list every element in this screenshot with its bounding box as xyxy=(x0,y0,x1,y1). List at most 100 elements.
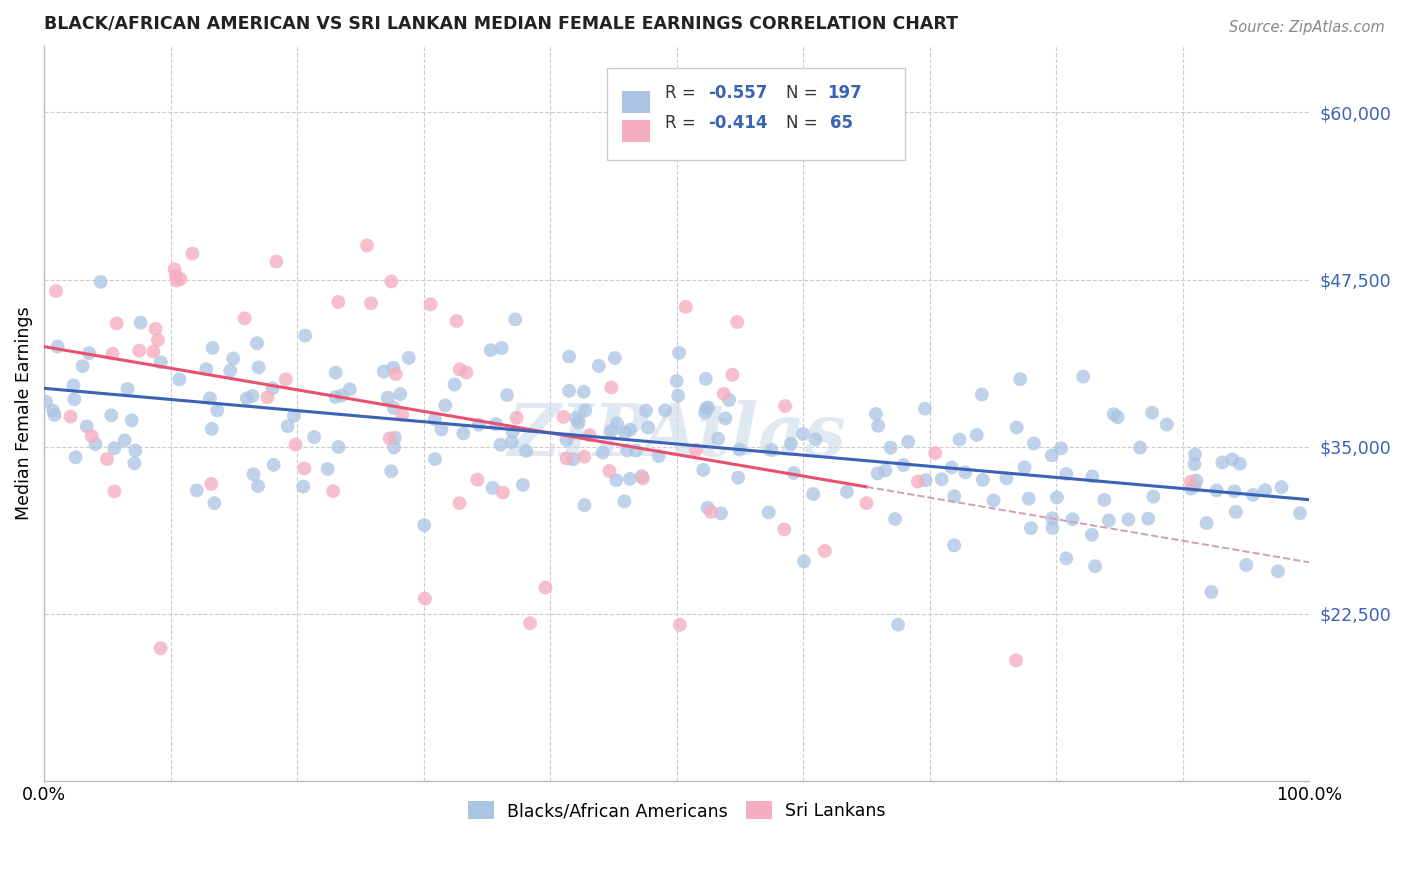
Point xyxy=(948,433,970,447)
Point xyxy=(692,463,714,477)
Point xyxy=(801,487,824,501)
Point xyxy=(654,403,676,417)
Point xyxy=(1180,475,1202,489)
Point xyxy=(169,372,191,386)
Point xyxy=(247,479,270,493)
Point xyxy=(456,366,478,380)
Point xyxy=(325,390,347,404)
Point xyxy=(501,435,523,450)
Text: R =: R = xyxy=(665,114,702,132)
Point xyxy=(1054,551,1077,566)
Point xyxy=(943,538,966,552)
Point xyxy=(555,451,578,466)
Point xyxy=(600,381,623,395)
Point xyxy=(256,390,278,404)
Point xyxy=(955,466,977,480)
Point xyxy=(129,316,152,330)
Text: -0.414: -0.414 xyxy=(709,114,768,132)
Point xyxy=(574,450,596,464)
Point xyxy=(382,360,405,375)
Point xyxy=(325,366,347,380)
Point xyxy=(45,284,67,298)
Point xyxy=(1267,564,1289,578)
Point xyxy=(792,426,814,441)
Point xyxy=(200,476,222,491)
Point xyxy=(1092,492,1115,507)
Point xyxy=(117,382,139,396)
Point xyxy=(931,472,953,486)
Point xyxy=(605,473,627,487)
Point xyxy=(1062,512,1084,526)
Point xyxy=(1137,511,1160,525)
Point xyxy=(588,359,610,373)
Point xyxy=(44,408,66,422)
Point xyxy=(207,403,229,417)
Point xyxy=(695,401,717,416)
Point xyxy=(783,466,806,480)
Point xyxy=(713,387,735,401)
Point xyxy=(636,403,658,417)
Point xyxy=(114,434,136,448)
Point xyxy=(149,641,172,656)
Point xyxy=(562,452,585,467)
Text: -0.557: -0.557 xyxy=(709,85,768,103)
Point xyxy=(423,412,446,426)
Point xyxy=(430,422,453,436)
Point xyxy=(665,374,688,388)
Point xyxy=(714,411,737,425)
Point xyxy=(707,432,730,446)
Point xyxy=(868,418,890,433)
FancyBboxPatch shape xyxy=(623,91,650,113)
Point xyxy=(710,507,733,521)
Point xyxy=(1184,479,1206,493)
Point xyxy=(780,437,803,451)
Y-axis label: Median Female Earnings: Median Female Earnings xyxy=(15,306,32,520)
Point xyxy=(725,315,748,329)
Point xyxy=(879,441,901,455)
Point xyxy=(603,351,626,365)
Point xyxy=(619,423,641,437)
Point xyxy=(195,362,218,376)
Point xyxy=(328,440,350,454)
Text: ZIPAtlas: ZIPAtlas xyxy=(508,400,846,471)
Point xyxy=(302,430,325,444)
Point xyxy=(966,428,988,442)
Point xyxy=(814,544,837,558)
Point xyxy=(1005,420,1028,434)
Point xyxy=(1185,474,1208,488)
Point xyxy=(382,441,405,455)
Point xyxy=(685,442,707,457)
Point xyxy=(380,464,402,478)
Point xyxy=(46,339,69,353)
Point xyxy=(496,388,519,402)
Point xyxy=(606,417,628,431)
Point xyxy=(1118,512,1140,526)
Point xyxy=(1050,442,1073,456)
Point xyxy=(124,443,146,458)
Point xyxy=(103,441,125,455)
Point xyxy=(247,360,270,375)
Point xyxy=(1229,457,1251,471)
Point xyxy=(1222,452,1244,467)
Point xyxy=(773,399,796,413)
Point xyxy=(983,493,1005,508)
Point xyxy=(793,554,815,568)
Point xyxy=(201,422,224,436)
Point xyxy=(693,406,716,420)
Point xyxy=(59,409,82,424)
Point xyxy=(384,431,406,445)
Point xyxy=(914,401,936,416)
Point xyxy=(389,387,412,401)
Point xyxy=(884,512,907,526)
Point xyxy=(669,618,692,632)
Point xyxy=(377,391,399,405)
Point xyxy=(1102,407,1125,421)
Point xyxy=(574,403,596,417)
Point xyxy=(1211,455,1233,469)
Point xyxy=(373,364,395,378)
Point xyxy=(502,425,524,439)
Point xyxy=(316,462,339,476)
Text: 197: 197 xyxy=(827,85,862,103)
Point xyxy=(630,469,652,483)
Point xyxy=(169,272,191,286)
